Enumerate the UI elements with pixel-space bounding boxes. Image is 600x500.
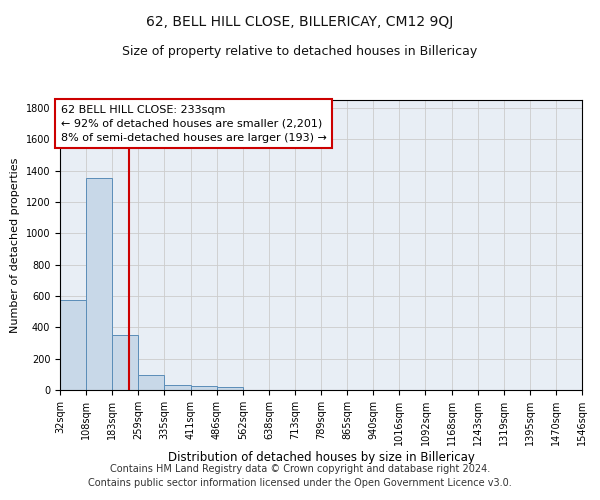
Text: 62, BELL HILL CLOSE, BILLERICAY, CM12 9QJ: 62, BELL HILL CLOSE, BILLERICAY, CM12 9Q…: [146, 15, 454, 29]
Bar: [60, 300, 86, 390]
Text: Contains HM Land Registry data © Crown copyright and database right 2024.
Contai: Contains HM Land Registry data © Crown c…: [88, 464, 512, 487]
Bar: [86, 178, 112, 390]
Bar: [112, 335, 138, 390]
Bar: [138, 375, 164, 390]
Text: Size of property relative to detached houses in Billericay: Size of property relative to detached ho…: [122, 45, 478, 58]
Y-axis label: Number of detached properties: Number of detached properties: [10, 158, 20, 332]
Bar: [217, 387, 243, 390]
Text: 62 BELL HILL CLOSE: 233sqm
← 92% of detached houses are smaller (2,201)
8% of se: 62 BELL HILL CLOSE: 233sqm ← 92% of deta…: [61, 104, 327, 142]
X-axis label: Distribution of detached houses by size in Billericay: Distribution of detached houses by size …: [167, 450, 475, 464]
Bar: [191, 386, 217, 390]
Bar: [164, 386, 191, 390]
